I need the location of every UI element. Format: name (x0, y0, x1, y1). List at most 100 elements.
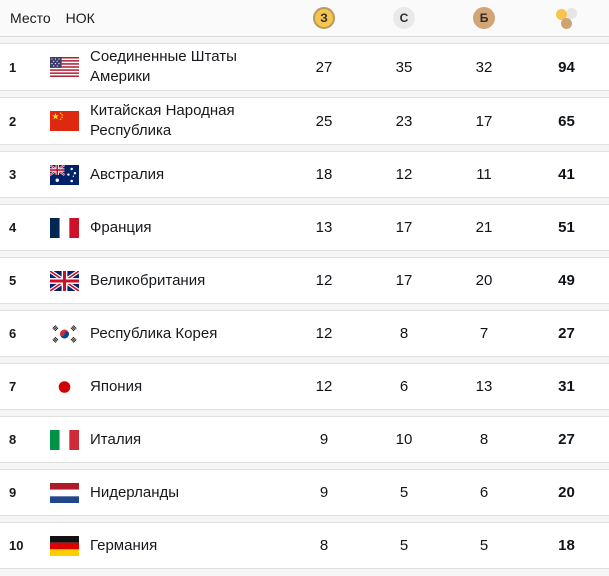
rank-number: 10 (9, 538, 24, 553)
rank-number: 3 (9, 167, 17, 182)
gold-count: 25 (315, 112, 333, 130)
kr-flag-icon (50, 323, 79, 344)
total-count: 20 (558, 484, 575, 501)
bronze-count: 20 (475, 272, 493, 289)
bronze-count: 5 (479, 537, 489, 554)
gold-count: 8 (319, 537, 329, 554)
cn-flag-icon (50, 111, 79, 131)
total-count: 49 (558, 272, 575, 289)
gold-count: 12 (315, 378, 333, 395)
table-row[interactable]: 1 Соединенные Штаты Америки 27 35 32 94 (0, 43, 609, 91)
silver-count: 10 (395, 431, 413, 448)
total-column-header (524, 7, 609, 29)
bronze-count: 32 (475, 58, 493, 76)
de-flag-icon (50, 535, 79, 556)
bronze-medal-icon[interactable]: Б (473, 7, 495, 29)
country-cell: Германия (40, 533, 284, 559)
table-row[interactable]: 3 Австралия 18 12 11 41 (0, 151, 609, 198)
bronze-count: 21 (475, 219, 493, 236)
country-cell: Италия (40, 427, 284, 453)
country-cell: Франция (40, 215, 284, 241)
country-cell: Соединенные Штаты Америки (40, 44, 284, 90)
it-flag-icon (50, 429, 79, 450)
total-medals-icon[interactable] (555, 7, 578, 29)
rank-number: 4 (9, 220, 17, 235)
table-row[interactable]: 5 Великобритания 12 17 20 49 (0, 257, 609, 304)
silver-count: 8 (399, 325, 409, 342)
country-name: Великобритания (90, 271, 206, 289)
header-left-labels: Место НОК (0, 10, 284, 26)
gold-count: 18 (315, 166, 333, 183)
total-silver-dot (566, 8, 577, 19)
silver-count: 23 (395, 112, 413, 130)
silver-count: 17 (395, 219, 413, 236)
country-name: Нидерланды (90, 483, 180, 501)
country-name: Япония (90, 377, 143, 395)
total-count: 41 (558, 166, 575, 183)
gold-medal-icon[interactable]: З (313, 7, 335, 29)
table-row[interactable]: 10 Германия 8 5 5 18 (0, 522, 609, 569)
silver-medal-icon[interactable]: С (393, 7, 415, 29)
silver-count: 17 (395, 272, 413, 289)
gold-count: 9 (319, 431, 329, 448)
noc-column-header: НОК (65, 10, 95, 26)
total-count: 31 (558, 378, 575, 395)
silver-count: 6 (399, 378, 409, 395)
bronze-count: 6 (479, 484, 489, 501)
country-cell: Япония (40, 374, 284, 400)
medal-table-header: Место НОК З С Б (0, 0, 609, 37)
rank-number: 1 (9, 59, 17, 75)
silver-count: 35 (395, 58, 413, 76)
table-row[interactable]: 6 Республика Корея 12 8 7 27 (0, 310, 609, 357)
bronze-count: 17 (475, 112, 493, 130)
nl-flag-icon (50, 482, 79, 503)
silver-count: 5 (399, 484, 409, 501)
bronze-count: 11 (476, 166, 492, 183)
total-count: 27 (558, 325, 575, 342)
country-name: Австралия (90, 165, 165, 183)
country-name: Германия (90, 536, 158, 554)
total-gold-dot (556, 9, 567, 20)
rank-number: 6 (9, 326, 17, 341)
country-name: Франция (90, 218, 152, 236)
silver-column-header: С (364, 7, 444, 29)
bronze-count: 8 (479, 431, 489, 448)
fr-flag-icon (50, 217, 79, 238)
table-row[interactable]: 4 Франция 13 17 21 51 (0, 204, 609, 251)
gold-count: 12 (315, 272, 333, 289)
total-count: 65 (558, 112, 575, 130)
country-name: Италия (90, 430, 142, 448)
total-bronze-dot (561, 18, 572, 29)
gold-count: 13 (315, 219, 333, 236)
rank-number: 8 (9, 432, 17, 447)
rank-number: 9 (9, 485, 17, 500)
gb-flag-icon (50, 270, 79, 291)
rank-number: 7 (9, 379, 17, 394)
us-flag-icon (50, 57, 79, 77)
medal-table-body: 1 Соединенные Штаты Америки 27 35 32 94 … (0, 43, 609, 569)
table-row[interactable]: 7 Япония 12 6 13 31 (0, 363, 609, 410)
table-row[interactable]: 9 Нидерланды 9 5 6 20 (0, 469, 609, 516)
place-column-header: Место (10, 10, 51, 26)
bronze-count: 7 (479, 325, 489, 342)
rank-number: 5 (9, 273, 17, 288)
total-count: 18 (558, 537, 575, 554)
total-count: 94 (558, 58, 575, 76)
table-row[interactable]: 8 Италия 9 10 8 27 (0, 416, 609, 463)
gold-column-header: З (284, 7, 364, 29)
country-name: Соединенные Штаты Америки (90, 48, 237, 85)
bronze-count: 13 (475, 378, 493, 395)
jp-flag-icon (50, 376, 79, 397)
bronze-column-header: Б (444, 7, 524, 29)
country-cell: Республика Корея (40, 321, 284, 347)
gold-count: 27 (315, 58, 333, 76)
table-row[interactable]: 2 Китайская Народная Республика 25 23 17… (0, 97, 609, 145)
total-count: 51 (558, 219, 575, 236)
silver-count: 5 (399, 537, 409, 554)
country-cell: Китайская Народная Республика (40, 98, 284, 144)
country-cell: Великобритания (40, 268, 284, 294)
country-cell: Австралия (40, 162, 284, 188)
silver-count: 12 (395, 166, 413, 183)
country-name: Республика Корея (90, 324, 218, 342)
